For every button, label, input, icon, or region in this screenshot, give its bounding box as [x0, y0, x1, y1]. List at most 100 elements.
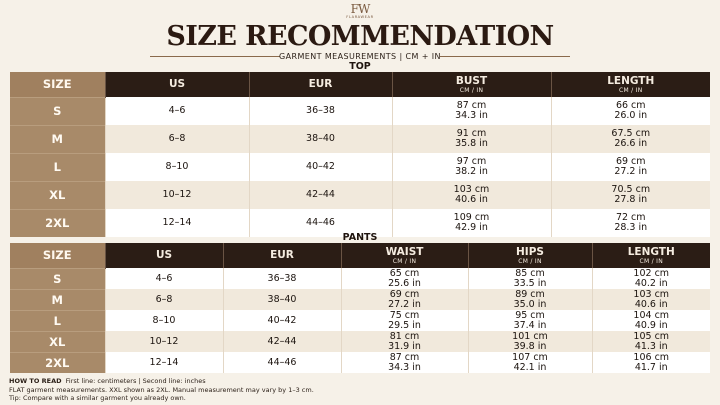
col-header-waist-label: WAIST: [385, 245, 424, 258]
size-cell: XL: [10, 180, 105, 209]
hips-cm: 85 cm: [515, 267, 545, 279]
col-header-waist-unit: CM / IN: [392, 257, 417, 265]
length-in: 40.2 in: [634, 277, 668, 289]
measurement-note: FLAT garment measurements. XXL shown as …: [9, 385, 314, 394]
logo-monogram: FW: [350, 2, 371, 16]
length-in: 28.3 in: [614, 222, 648, 233]
length-in: 40.9 in: [634, 319, 668, 331]
us-cell: 12–14: [104, 352, 223, 373]
hips-in: 39.8 in: [513, 340, 547, 352]
length-in: 41.7 in: [634, 361, 668, 373]
table-header-row: SIZE US EUR WAIST CM / IN HIPS CM / IN LEN…: [10, 243, 710, 268]
us-cell: 8–10: [104, 310, 223, 331]
col-header-hips: HIPS CM / IN: [467, 243, 592, 268]
length-cm: 72 cm: [615, 212, 646, 223]
tip-text: Tip: Compare with a similar garment you …: [9, 394, 186, 402]
length-cm: 105 cm: [633, 330, 670, 342]
bust-in: 40.6 in: [455, 194, 488, 205]
col-header-waist: WAIST CM / IN: [340, 243, 468, 268]
col-header-length: LENGTH CM / IN: [591, 243, 710, 268]
col-header-length-label: LENGTH: [627, 245, 675, 258]
waist-cell: 69 cm 27.2 in: [340, 288, 468, 310]
how-to-read-line: HOW TO READ First line: centimeters | Se…: [9, 377, 709, 386]
size-cell: S: [10, 96, 105, 125]
us-cell: 4–6: [104, 268, 223, 289]
bust-in: 35.8 in: [455, 138, 488, 149]
col-header-length-unit: CM / IN: [618, 86, 643, 94]
table-row: L 8–10 40–42 97 cm 38.2 in 69 cm 27.2 in: [10, 152, 710, 181]
top-size-table: SIZE US EUR BUST CM / IN LENGTH CM / IN S …: [10, 72, 710, 237]
length-cm: 104 cm: [633, 309, 670, 321]
waist-cell: 65 cm 25.6 in: [340, 267, 468, 289]
page-title: SIZE RECOMMENDATION: [166, 21, 554, 52]
hips-cell: 95 cm 37.4 in: [467, 309, 592, 331]
size-cell: L: [10, 152, 105, 181]
table-row: XL 10–12 42–44 103 cm 40.6 in 70.5 cm 27.8…: [10, 180, 710, 209]
col-header-size: SIZE: [10, 243, 105, 268]
hips-cell: 101 cm 39.8 in: [467, 330, 592, 352]
bust-cm: 109 cm: [453, 212, 490, 223]
length-cm: 106 cm: [633, 351, 670, 363]
waist-in: 27.2 in: [388, 298, 421, 310]
us-cell: 10–12: [104, 331, 223, 352]
waist-cell: 75 cm 29.5 in: [340, 309, 468, 331]
size-cell: 2XL: [10, 351, 105, 373]
length-cm: 66 cm: [615, 100, 646, 111]
eur-cell: 36–38: [248, 97, 392, 125]
bust-in: 42.9 in: [455, 222, 488, 233]
bust-cm: 91 cm: [456, 128, 487, 139]
length-cm: 67.5 cm: [611, 128, 651, 139]
length-cell: 104 cm 40.9 in: [591, 309, 710, 331]
table-row: L 8–10 40–42 75 cm 29.5 in 95 cm 37.4 in 1…: [10, 309, 710, 331]
length-in: 40.6 in: [634, 298, 668, 310]
waist-cm: 69 cm: [389, 288, 420, 300]
table-row: 2XL 12–14 44–46 109 cm 42.9 in 72 cm 28.3 …: [10, 208, 710, 237]
divider-right: [440, 56, 570, 57]
length-cell: 69 cm 27.2 in: [550, 153, 710, 181]
length-in: 41.3 in: [634, 340, 668, 352]
length-cm: 102 cm: [633, 267, 670, 279]
hips-cell: 89 cm 35.0 in: [467, 288, 592, 310]
us-cell: 8–10: [104, 153, 249, 181]
length-cell: 103 cm 40.6 in: [591, 288, 710, 310]
bust-cell: 109 cm 42.9 in: [391, 209, 551, 237]
eur-cell: 44–46: [248, 209, 392, 237]
hips-cm: 95 cm: [515, 309, 545, 321]
footer-notes: HOW TO READ First line: centimeters | Se…: [9, 377, 709, 403]
col-header-eur: EUR: [248, 72, 392, 97]
col-header-eur: EUR: [222, 243, 341, 268]
bust-in: 38.2 in: [455, 166, 488, 177]
table-row: M 6–8 38–40 69 cm 27.2 in 89 cm 35.0 in 10…: [10, 288, 710, 310]
size-cell: 2XL: [10, 208, 105, 237]
col-header-hips-unit: CM / IN: [518, 257, 542, 265]
hips-in: 37.4 in: [513, 319, 547, 331]
col-header-size: SIZE: [10, 72, 105, 97]
table-row: M 6–8 38–40 91 cm 35.8 in 67.5 cm 26.6 in: [10, 124, 710, 153]
length-in: 26.0 in: [614, 110, 648, 121]
waist-in: 34.3 in: [388, 361, 421, 373]
waist-cm: 87 cm: [389, 351, 420, 363]
hips-cell: 107 cm 42.1 in: [467, 352, 592, 373]
hips-cm: 101 cm: [512, 330, 548, 342]
how-to-read-text: First line: centimeters | Second line: i…: [65, 377, 206, 385]
brand-logo: FW FLARAWEAR: [340, 3, 380, 23]
table-header-row: SIZE US EUR BUST CM / IN LENGTH CM / IN: [10, 72, 710, 97]
bust-cm: 103 cm: [453, 184, 490, 195]
eur-cell: 42–44: [248, 181, 392, 209]
waist-cm: 75 cm: [389, 309, 420, 321]
table-row: XL 10–12 42–44 81 cm 31.9 in 101 cm 39.8 i…: [10, 330, 710, 352]
col-header-length: LENGTH CM / IN: [550, 72, 710, 97]
length-in: 27.2 in: [614, 166, 648, 177]
length-cell: 66 cm 26.0 in: [550, 97, 710, 125]
us-cell: 6–8: [104, 125, 249, 153]
waist-cm: 65 cm: [389, 267, 420, 279]
bust-cell: 87 cm 34.3 in: [391, 97, 551, 125]
eur-cell: 40–42: [248, 153, 392, 181]
pants-section-title: PANTS: [342, 232, 378, 243]
length-cm: 103 cm: [633, 288, 670, 300]
eur-cell: 44–46: [222, 352, 341, 373]
eur-cell: 42–44: [222, 331, 341, 352]
hips-cm: 89 cm: [515, 288, 545, 300]
length-cm: 69 cm: [615, 156, 646, 167]
page-subtitle: GARMENT MEASUREMENTS | CM + IN: [279, 52, 441, 61]
